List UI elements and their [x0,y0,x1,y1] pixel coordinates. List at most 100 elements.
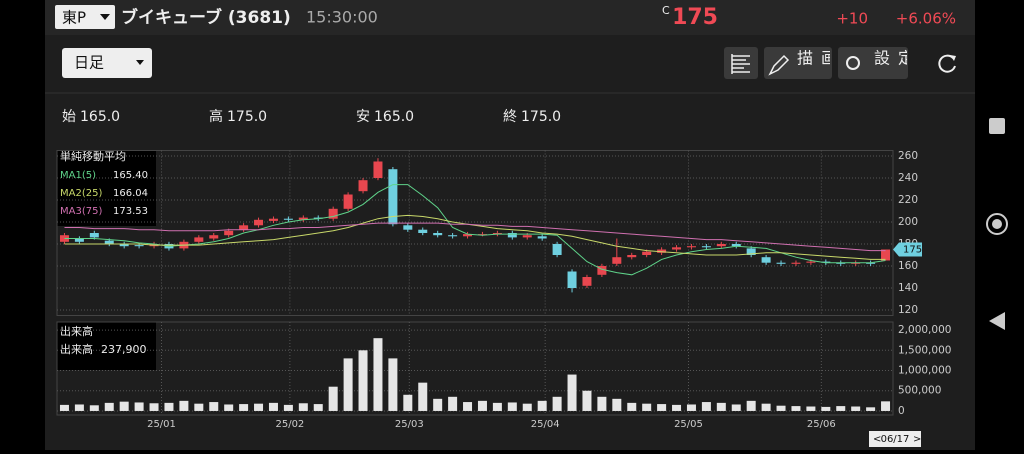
nav-home-dot [992,219,1002,229]
draw-label: 描画 [797,49,845,68]
refresh-icon[interactable] [938,54,956,73]
volume-bar [507,402,517,411]
volume-bar [866,407,876,411]
volume-bar [358,350,368,411]
ohlc-label: 安 [356,109,370,125]
y-tick-label: 120 [898,304,918,316]
candle-body [701,246,711,248]
date-box[interactable] [869,431,921,447]
nav-home[interactable] [986,213,1008,235]
ohlc-value: 175.0 [521,109,561,125]
volume-bar [537,400,547,411]
volume-bar [254,403,264,411]
candle-body [209,235,219,239]
plot-frame [56,150,894,316]
ohlc-value: 165.0 [80,109,120,125]
draw-button[interactable] [764,47,832,79]
prev-arrow[interactable]: < [873,434,881,445]
volume-bar [821,406,831,411]
y-tick-label: 0 [898,405,905,417]
market-select[interactable] [55,5,115,29]
volume-legend-box [57,322,156,370]
volume-bar [164,402,174,411]
candle-body [582,277,592,286]
volume-bar [836,406,846,411]
stock-name: ブイキューブ (3681) [121,7,291,28]
change: +10 [836,10,868,28]
volume-bar [746,400,756,411]
volume-bar [74,404,84,411]
volume-bar [89,405,99,411]
candle-body [254,219,264,226]
ohlc-label: 高 [209,108,223,125]
candle-body [313,217,323,219]
dropdown-icon [100,14,110,20]
gear-icon [846,56,860,70]
indicator-icon [731,54,750,74]
volume-bar [134,402,144,411]
volume-bar [672,404,682,411]
ma-legend-value: 166.04 [113,188,148,199]
candle-body [746,248,756,255]
candle-body [89,233,99,238]
volume-bar [418,382,428,411]
volume-bar [149,403,159,411]
candle-body [328,208,338,219]
volume-bar [686,404,696,411]
volume-bar [716,402,726,411]
x-tick-label: 25/03 [395,419,424,430]
candle-body [268,218,278,221]
dropdown-icon [136,60,144,65]
candle-body [567,271,577,288]
candle-body [881,249,891,261]
candle-body [418,229,428,233]
volume-bar [881,401,891,411]
y-tick-label: 1,500,000 [898,344,951,356]
volume-bar [239,404,249,411]
plot-frame [56,321,894,416]
change-pct: +6.06% [896,10,956,28]
ma-legend-name: MA3(75) [60,206,102,217]
volume-bar [224,404,234,411]
candle-body [657,249,667,253]
volume-bar [388,358,398,411]
settings-button[interactable] [838,47,908,79]
nav-recent[interactable] [989,118,1005,134]
candle-body [194,237,204,242]
candle-body [686,246,696,248]
volume-bar [701,402,711,411]
next-arrow[interactable]: > [913,434,921,445]
candle-body [74,238,84,242]
candle-body [492,233,502,235]
volume-legend-title: 出来高 [60,324,93,338]
volume-bar [298,403,308,411]
y-tick-label: 260 [898,150,918,162]
volume-bar [179,400,189,411]
nav-back[interactable] [989,312,1005,330]
volume-bar [477,400,487,411]
candle-body [642,251,652,255]
volume-bar [567,374,577,411]
volume-bar [806,406,816,411]
volume-bar [104,402,114,411]
y-tick-label: 200 [898,216,918,228]
x-tick-label: 25/05 [674,419,703,430]
ohlc-label: 終 [503,109,517,125]
candle-body [283,218,293,220]
candle-body [791,262,801,264]
volume-bar [597,396,607,411]
period-select[interactable] [62,48,152,78]
app-panel [45,0,975,450]
volume-bar [642,403,652,411]
candle-body [104,240,114,244]
volume-bar [791,406,801,411]
indicator-button[interactable] [724,47,758,79]
volume-bar [463,402,473,411]
candle-body [866,262,876,264]
volume-bar [373,338,383,411]
candle-body [119,244,129,247]
volume-bar [552,396,562,411]
volume-bar [328,386,338,411]
candle-body [433,233,443,236]
